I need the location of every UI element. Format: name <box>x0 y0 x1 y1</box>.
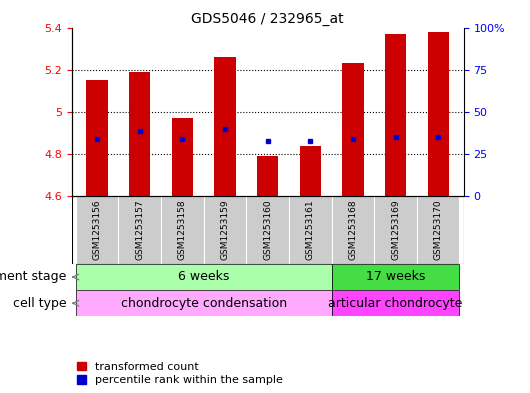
Text: GSM1253169: GSM1253169 <box>391 200 400 261</box>
Text: GSM1253170: GSM1253170 <box>434 200 443 261</box>
Bar <box>76 196 118 264</box>
Text: GSM1253160: GSM1253160 <box>263 200 272 261</box>
Text: GSM1253168: GSM1253168 <box>348 200 357 261</box>
Bar <box>428 32 449 196</box>
Bar <box>417 196 460 264</box>
Bar <box>332 290 460 316</box>
Text: 17 weeks: 17 weeks <box>366 270 425 283</box>
Bar <box>118 196 161 264</box>
Bar <box>76 264 332 290</box>
Bar <box>172 118 193 196</box>
Bar <box>129 72 151 196</box>
Text: GSM1253161: GSM1253161 <box>306 200 315 261</box>
Bar <box>204 196 246 264</box>
Text: chondrocyte condensation: chondrocyte condensation <box>121 297 287 310</box>
Text: GSM1253158: GSM1253158 <box>178 200 187 261</box>
Bar <box>86 80 108 196</box>
Bar <box>161 196 204 264</box>
Text: GSM1253159: GSM1253159 <box>220 200 229 261</box>
Bar <box>299 146 321 196</box>
Bar <box>214 57 236 196</box>
Title: GDS5046 / 232965_at: GDS5046 / 232965_at <box>191 13 344 26</box>
Text: GSM1253156: GSM1253156 <box>93 200 102 261</box>
Text: articular chondrocyte: articular chondrocyte <box>329 297 463 310</box>
Bar <box>76 290 332 316</box>
Bar <box>342 63 364 196</box>
Text: GSM1253157: GSM1253157 <box>135 200 144 261</box>
Text: cell type: cell type <box>13 297 66 310</box>
Bar <box>246 196 289 264</box>
Bar <box>332 264 460 290</box>
Text: development stage: development stage <box>0 270 66 283</box>
Bar <box>289 196 332 264</box>
Bar <box>374 196 417 264</box>
Bar <box>257 156 278 196</box>
Bar <box>385 34 406 197</box>
Bar <box>332 196 374 264</box>
Text: 6 weeks: 6 weeks <box>178 270 229 283</box>
Legend: transformed count, percentile rank within the sample: transformed count, percentile rank withi… <box>77 362 283 386</box>
